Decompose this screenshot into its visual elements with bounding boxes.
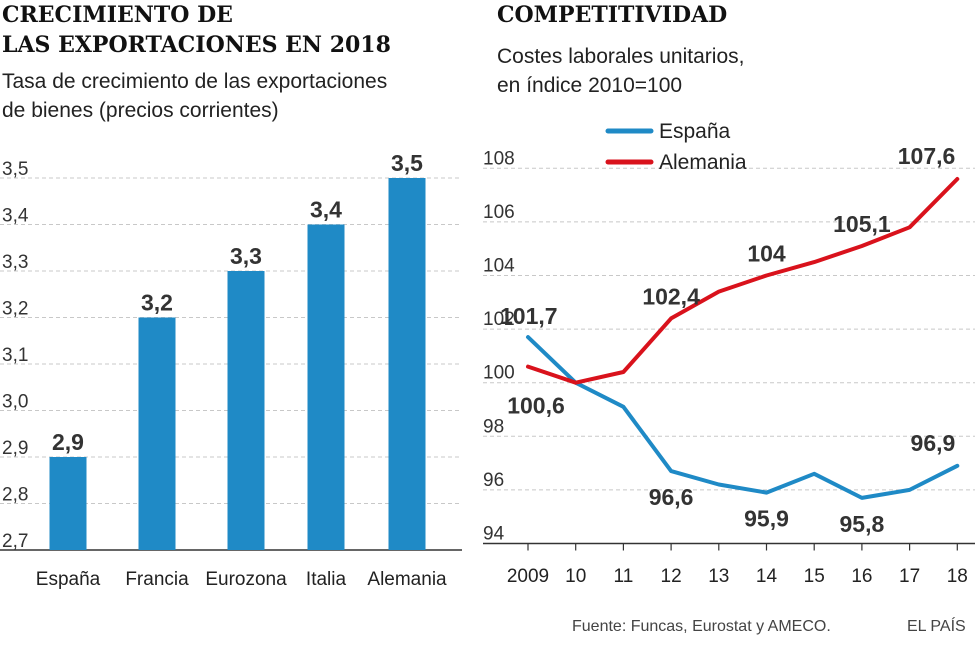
- line-ytick-label: 104: [483, 256, 515, 277]
- line-ytick-label: 108: [483, 148, 515, 169]
- bar-value-label: 3,2: [141, 290, 173, 316]
- bar-chart-title-line-1: CRECIMIENTO DE: [2, 2, 233, 28]
- bar-4: [388, 178, 426, 550]
- bar-0: [49, 457, 87, 550]
- line-ytick-label: 94: [483, 524, 505, 545]
- line-data-label: 101,7: [500, 303, 558, 329]
- bar-category-label: España: [36, 569, 101, 590]
- line-chart-subtitle-line-2: en índice 2010=100: [497, 74, 683, 97]
- bar-value-label: 2,9: [52, 429, 84, 455]
- line-xtick-label: 2009: [507, 566, 549, 587]
- line-chart-title: COMPETITIVIDAD: [497, 0, 727, 30]
- bar-ytick-label: 3,3: [2, 252, 28, 273]
- legend-label-espana: España: [659, 120, 731, 143]
- line-data-label: 95,8: [840, 511, 885, 537]
- bar-chart-subtitle-line-2: de bienes (precios corrientes): [2, 99, 279, 122]
- line-chart-subtitle: Costes laborales unitarios, en índice 20…: [497, 42, 744, 100]
- bar-chart: 2,7 2,8 2,9 3,0 3,1 3,2 3,3 3,4 3,5 2,9 España 3,2 F…: [0, 150, 462, 590]
- line-ytick-label: 106: [483, 202, 515, 223]
- bar-value-label: 3,5: [391, 150, 423, 176]
- line-xtick-label: 11: [614, 566, 634, 587]
- line-chart-subtitle-line-1: Costes laborales unitarios,: [497, 45, 745, 68]
- line-xtick-label: 10: [565, 566, 586, 587]
- line-chart-title-line-1: COMPETITIVIDAD: [497, 2, 728, 28]
- line-data-label: 96,9: [911, 430, 956, 456]
- line-xtick-label: 12: [661, 566, 682, 587]
- bar-ytick-label: 2,7: [2, 531, 28, 552]
- line-xtick-label: 15: [804, 566, 825, 587]
- line-ytick-label: 98: [483, 416, 504, 437]
- bar-chart-title-line-2: LAS EXPORTACIONES EN 2018: [2, 32, 391, 58]
- bar-value-label: 3,4: [310, 197, 342, 223]
- line-data-label: 104: [747, 241, 786, 267]
- line-ytick-label: 100: [483, 363, 515, 384]
- bar-ytick-label: 3,1: [2, 345, 28, 366]
- line-xtick-label: 18: [947, 566, 968, 587]
- bar-ytick-label: 3,5: [2, 159, 28, 180]
- brand-label: EL PAÍS: [907, 618, 966, 635]
- bar-ytick-label: 2,9: [2, 438, 28, 459]
- bar-2: [227, 271, 265, 550]
- line-data-label: 107,6: [898, 143, 956, 169]
- bar-ytick-label: 3,2: [2, 299, 28, 320]
- line-data-label: 102,4: [642, 283, 700, 309]
- line-ytick-label: 102: [483, 309, 515, 330]
- line-xtick-label: 16: [851, 566, 872, 587]
- line-data-label: 95,9: [744, 506, 789, 532]
- line-data-label: 96,6: [649, 484, 694, 510]
- bar-category-label: Alemania: [367, 569, 447, 590]
- bar-ytick-label: 3,0: [2, 392, 28, 413]
- bar-chart-title: CRECIMIENTO DE LAS EXPORTACIONES EN 2018: [2, 0, 391, 60]
- line-xtick-label: 17: [899, 566, 920, 587]
- bar-chart-subtitle: Tasa de crecimiento de las exportaciones…: [2, 67, 387, 125]
- line-chart: 94 96 98 100 102 104 106 108 2009 10 11 12 13 14 15 16 1…: [483, 120, 975, 587]
- bar-value-label: 3,3: [230, 243, 262, 269]
- bar-category-label: Italia: [306, 569, 347, 590]
- bar-chart-subtitle-line-1: Tasa de crecimiento de las exportaciones: [2, 70, 388, 93]
- line-xtick-label: 13: [708, 566, 729, 587]
- line-ytick-label: 96: [483, 470, 504, 491]
- bar-category-label: Eurozona: [205, 569, 287, 590]
- series-line-alemania: [526, 177, 960, 385]
- source-note: Fuente: Funcas, Eurostat y AMECO.: [572, 618, 831, 635]
- bar-ytick-label: 3,4: [2, 206, 29, 227]
- bar-3: [307, 224, 345, 550]
- bar-1: [138, 317, 176, 550]
- line-xtick-label: 14: [756, 566, 778, 587]
- bar-ytick-label: 2,8: [2, 485, 28, 506]
- bar-category-label: Francia: [125, 569, 189, 590]
- line-data-label: 100,6: [507, 393, 565, 419]
- line-data-label: 105,1: [833, 211, 891, 237]
- legend-label-alemania: Alemania: [659, 151, 747, 174]
- series-line-espana: [526, 335, 960, 500]
